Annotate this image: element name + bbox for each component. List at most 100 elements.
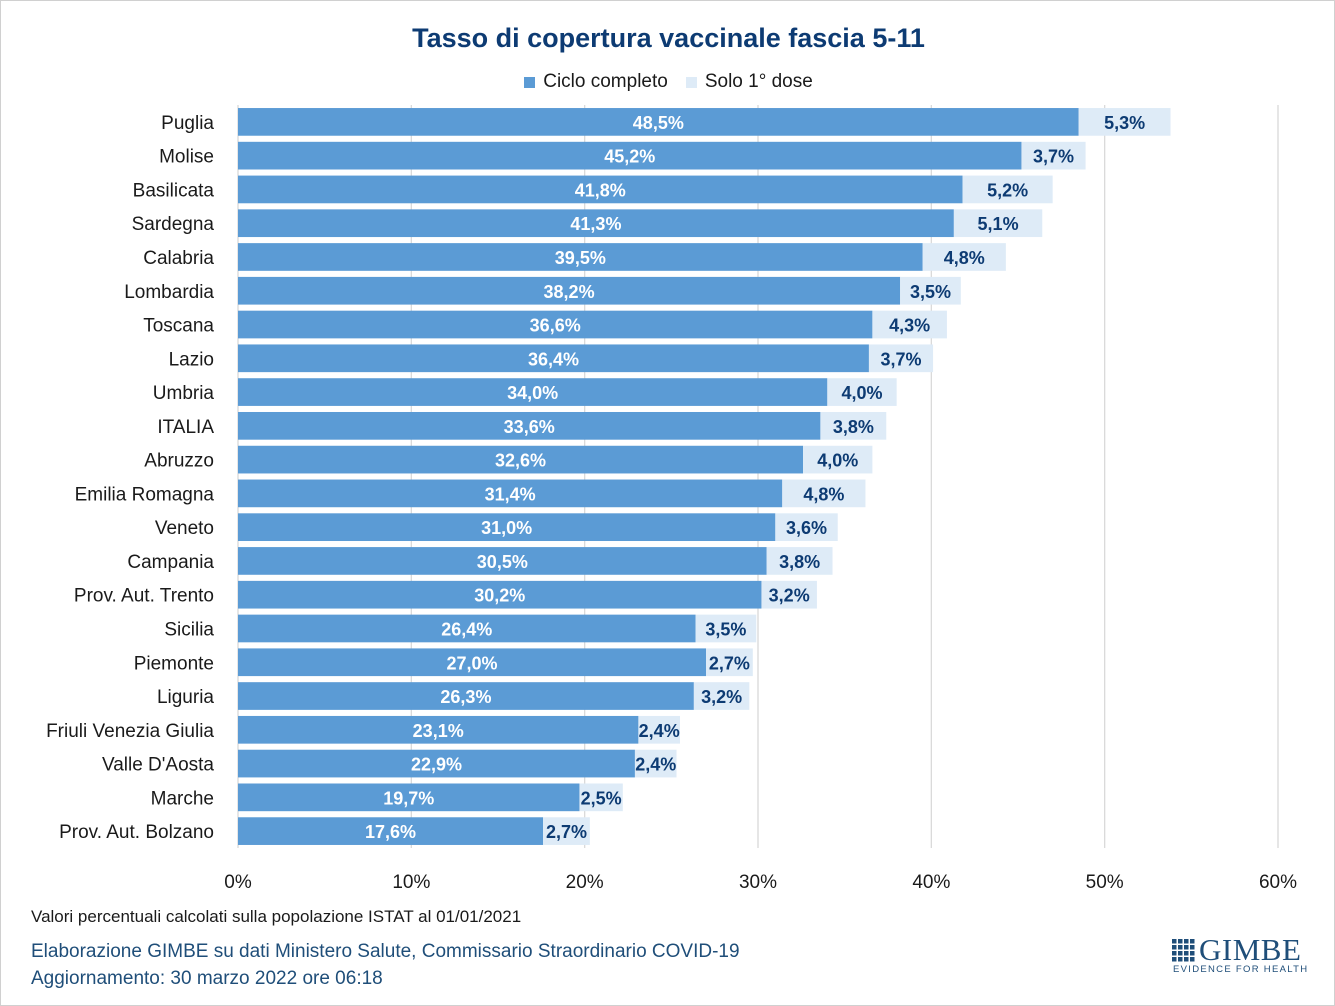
value-label-ciclo-completo: 31,0% [481,518,532,538]
logo-cell [1190,939,1195,944]
bar-solo-prima-dose [827,378,897,406]
value-label-solo-prima-dose: 2,4% [639,721,680,741]
category-label: Emilia Romagna [75,484,215,505]
category-label: Friuli Venezia Giulia [46,721,214,742]
bar-ciclo-completo [238,783,580,812]
value-label-ciclo-completo: 36,6% [530,316,581,336]
category-label: Campania [127,552,214,573]
bar-chart-plot: 0% 10% 20% 30% 40% 50% 60% Puglia 48,5% 5,3% Molis… [46,105,1297,893]
value-label-solo-prima-dose: 3,8% [833,417,874,437]
bar-solo-prima-dose [695,614,757,643]
value-label-ciclo-completo: 30,5% [477,552,528,572]
population-note: Valori percentuali calcolati sulla popol… [31,907,522,926]
labels: 0% 10% 20% 30% 40% 50% 60% Puglia 48,5% 5,3% Molis… [46,113,1297,893]
bar-solo-prima-dose [1078,108,1171,136]
bar-solo-prima-dose [922,243,1006,271]
gimbe-logo: GIMBE EVIDENCE FOR HEALTH [1171,934,1311,979]
value-label-solo-prima-dose: 3,6% [786,518,827,538]
value-label-ciclo-completo: 26,4% [441,619,492,639]
value-label-solo-prima-dose: 3,2% [701,687,742,707]
category-label: Valle D'Aosta [102,755,214,776]
source-note: Elaborazione GIMBE su dati Ministero Sal… [31,941,740,962]
bar-solo-prima-dose [953,209,1043,238]
bar-solo-prima-dose [634,749,677,778]
category-label: ITALIA [157,417,214,438]
brand-name: GIMBE [1199,932,1302,967]
value-label-ciclo-completo: 22,9% [411,755,462,775]
bar-ciclo-completo [238,547,767,575]
bar-ciclo-completo [238,580,762,609]
bar-solo-prima-dose [1021,141,1086,170]
bar-solo-prima-dose [706,648,753,677]
value-label-solo-prima-dose: 2,7% [709,653,750,673]
value-label-solo-prima-dose: 2,5% [581,788,622,808]
bar-ciclo-completo [238,378,828,406]
logo-cell [1184,951,1189,956]
bar-solo-prima-dose [579,783,623,812]
bar-ciclo-completo [238,648,706,677]
bar-ciclo-completo [238,108,1079,136]
x-tick-label: 10% [392,872,430,893]
value-label-ciclo-completo: 30,2% [474,586,525,606]
category-label: Prov. Aut. Trento [74,586,214,607]
gimbe-grid-icon [1172,939,1195,962]
category-label: Lazio [169,349,214,370]
logo-cell [1172,939,1177,944]
logo-cell [1178,951,1183,956]
logo-cell [1184,939,1189,944]
bar-solo-prima-dose [872,310,947,339]
value-label-solo-prima-dose: 3,7% [1033,147,1074,167]
category-label: Abruzzo [144,451,214,472]
value-label-ciclo-completo: 41,8% [575,180,626,200]
category-label: Basilicata [133,180,215,201]
bar-ciclo-completo [238,276,901,305]
bar-ciclo-completo [238,411,821,440]
chart-legend: Ciclo completo Solo 1° dose [1,71,1334,93]
logo-cell [1172,945,1177,950]
value-label-ciclo-completo: 39,5% [555,248,606,268]
legend-label-ciclo-completo: Ciclo completo [543,71,668,92]
value-label-ciclo-completo: 23,1% [413,721,464,741]
value-label-solo-prima-dose: 3,7% [880,349,921,369]
x-tick-label: 60% [1259,872,1297,893]
bar-ciclo-completo [238,749,635,778]
category-label: Sicilia [164,619,214,640]
value-label-solo-prima-dose: 2,4% [635,755,676,775]
category-label: Sardegna [132,214,215,235]
bar-ciclo-completo [238,209,954,238]
value-label-ciclo-completo: 27,0% [446,653,497,673]
bar-ciclo-completo [238,682,694,710]
logo-cell [1184,945,1189,950]
value-label-solo-prima-dose: 4,0% [817,451,858,471]
value-label-ciclo-completo: 36,4% [528,349,579,369]
bar-solo-prima-dose [761,580,817,609]
category-label: Piemonte [134,653,214,674]
bar-solo-prima-dose [868,344,934,373]
bar-solo-prima-dose [803,445,873,474]
value-label-solo-prima-dose: 4,3% [889,316,930,336]
logo-cell [1178,945,1183,950]
bar-solo-prima-dose [775,513,838,542]
logo-cell [1178,939,1183,944]
x-tick-label: 0% [224,872,252,893]
category-label: Toscana [143,316,214,337]
category-label: Puglia [161,113,214,134]
bar-solo-prima-dose [693,682,750,710]
value-label-ciclo-completo: 48,5% [633,113,684,133]
value-label-solo-prima-dose: 5,2% [987,180,1028,200]
value-label-ciclo-completo: 26,3% [440,687,491,707]
value-label-ciclo-completo: 19,7% [383,788,434,808]
bars [238,108,1171,845]
value-label-solo-prima-dose: 4,0% [841,383,882,403]
value-label-solo-prima-dose: 5,3% [1104,113,1145,133]
x-tick-label: 50% [1086,872,1124,893]
value-label-solo-prima-dose: 3,2% [769,586,810,606]
bar-ciclo-completo [238,715,639,744]
category-label: Veneto [155,518,214,539]
legend-item-ciclo-completo: Ciclo completo [524,71,668,93]
category-label: Marche [151,788,214,809]
logo-cell [1190,951,1195,956]
bar-ciclo-completo [238,344,869,373]
value-label-ciclo-completo: 38,2% [544,282,595,302]
